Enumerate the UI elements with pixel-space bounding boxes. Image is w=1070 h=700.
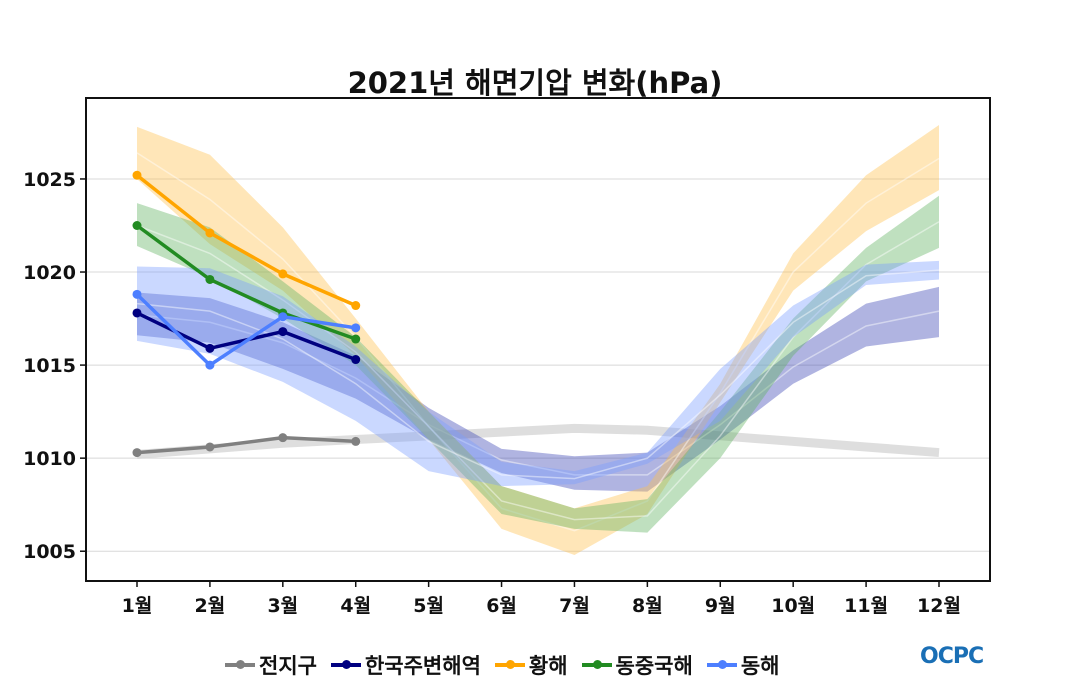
legend-item: 동해 bbox=[706, 650, 780, 680]
data-point bbox=[278, 312, 288, 322]
data-point bbox=[351, 323, 361, 333]
data-point bbox=[205, 360, 215, 370]
climatology-band-0 bbox=[136, 423, 940, 459]
x-tick-label: 8월 bbox=[632, 595, 663, 617]
y-tick-label: 1015 bbox=[23, 355, 76, 377]
series-line-4 bbox=[135, 293, 356, 368]
legend-swatch bbox=[706, 660, 737, 669]
data-point bbox=[205, 442, 215, 452]
x-tick-label: 12월 bbox=[917, 595, 961, 617]
x-tick-label: 3월 bbox=[267, 595, 298, 617]
data-point bbox=[351, 355, 361, 365]
legend-label: 황해 bbox=[528, 654, 568, 678]
legend-label: 전지구 bbox=[259, 654, 317, 678]
data-point bbox=[278, 433, 288, 443]
climatology-mean-line-3 bbox=[136, 221, 940, 521]
data-point bbox=[278, 327, 288, 337]
data-point bbox=[278, 269, 288, 279]
legend-item: 한국주변해역 bbox=[330, 650, 481, 680]
series-line-0 bbox=[136, 435, 356, 455]
legend-swatch bbox=[581, 660, 612, 669]
climatology-band-4 bbox=[137, 260, 939, 487]
x-tick-label: 9월 bbox=[705, 595, 736, 617]
climatology-band-2 bbox=[137, 124, 939, 555]
data-point bbox=[132, 308, 142, 318]
data-point bbox=[205, 343, 215, 353]
data-point bbox=[351, 436, 361, 446]
legend-item: 전지구 bbox=[225, 650, 317, 680]
chart-title: 2021년 해면기압 변화(hPa) bbox=[347, 66, 723, 100]
climatology-band-1 bbox=[137, 286, 939, 492]
y-tick-label: 1010 bbox=[23, 448, 76, 470]
data-point bbox=[132, 220, 142, 230]
data-point bbox=[132, 170, 142, 180]
x-tick-label: 1월 bbox=[122, 595, 153, 617]
data-point bbox=[351, 301, 361, 311]
x-tick-label: 4월 bbox=[340, 595, 371, 617]
legend-label: 동중국해 bbox=[615, 654, 693, 678]
plot-frame bbox=[85, 97, 991, 582]
x-tick-label: 10월 bbox=[771, 595, 815, 617]
x-tick-label: 11월 bbox=[844, 595, 888, 617]
data-point bbox=[205, 274, 215, 284]
legend-item: 황해 bbox=[494, 650, 568, 680]
data-point bbox=[351, 334, 361, 344]
x-tick-label: 2월 bbox=[195, 595, 226, 617]
climatology-band-3 bbox=[137, 195, 939, 533]
climatology-mean-line-1 bbox=[136, 310, 940, 476]
x-tick-label: 7월 bbox=[559, 595, 590, 617]
y-tick-label: 1020 bbox=[23, 262, 76, 284]
legend-label: 동해 bbox=[740, 654, 780, 678]
series-line-3 bbox=[135, 224, 357, 341]
x-tick-label: 6월 bbox=[486, 595, 517, 617]
data-point bbox=[132, 289, 142, 299]
climatology-mean-line-2 bbox=[136, 152, 940, 532]
y-tick-label: 1005 bbox=[23, 541, 76, 563]
ocpc-logo: OCPC bbox=[920, 644, 984, 669]
legend: 전지구 한국주변해역 황해 동중국해 동해 bbox=[225, 650, 779, 680]
x-tick-label: 5월 bbox=[413, 595, 444, 617]
legend-item: 동중국해 bbox=[581, 650, 693, 680]
series-line-2 bbox=[135, 173, 357, 308]
legend-swatch bbox=[225, 660, 255, 669]
data-point bbox=[205, 228, 215, 238]
data-point bbox=[132, 448, 142, 458]
legend-swatch bbox=[330, 660, 361, 669]
y-tick-label: 1025 bbox=[23, 169, 76, 191]
legend-swatch bbox=[494, 660, 525, 669]
legend-label: 한국주변해역 bbox=[364, 654, 481, 678]
